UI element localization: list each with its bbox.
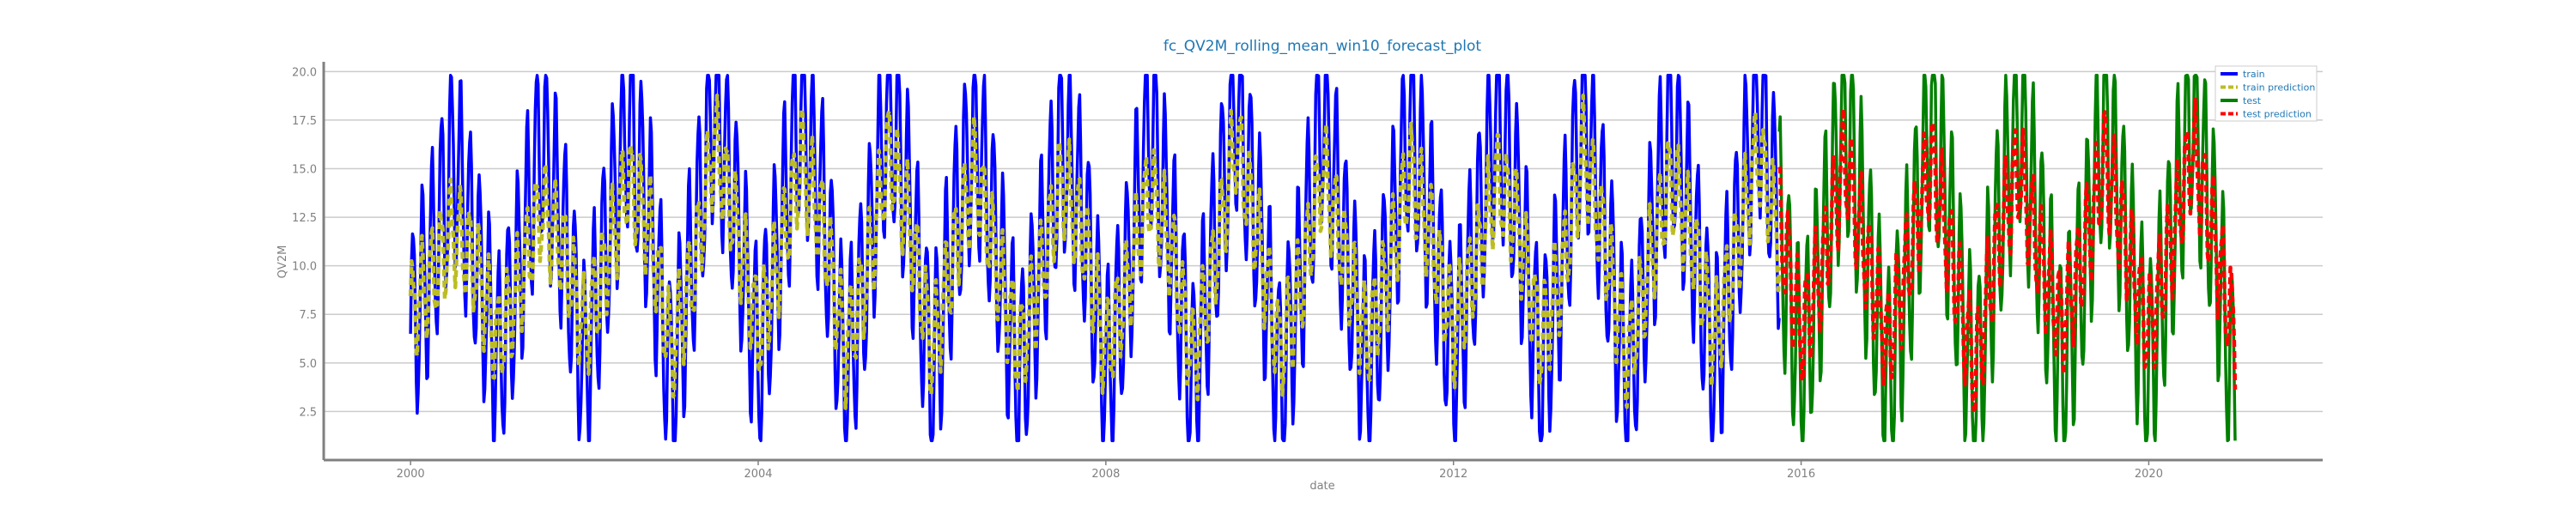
y-tick-label: 5.0: [299, 358, 317, 371]
legend-label: train prediction: [2243, 82, 2315, 94]
chart-title: fc_QV2M_rolling_mean_win10_forecast_plot: [1163, 38, 1481, 55]
x-tick-labels: 2000 2004 2008 2012 2016 2020: [397, 460, 2163, 481]
y-tick-label: 17.5: [292, 115, 317, 128]
y-tick-label: 20.0: [292, 66, 317, 79]
series-line-test-prediction: [1777, 97, 2238, 415]
x-tick-label: 2016: [1787, 468, 1815, 481]
legend-label: train: [2243, 69, 2265, 80]
x-tick-label: 2000: [397, 468, 425, 481]
series-line-train: [409, 74, 1781, 443]
x-tick-label: 2008: [1091, 468, 1120, 481]
y-tick-label: 10.0: [292, 261, 317, 274]
y-tick-label: 7.5: [299, 309, 317, 322]
x-tick-label: 2020: [2135, 468, 2163, 481]
y-tick-label: 15.0: [292, 163, 317, 176]
series-layer: [408, 74, 2238, 443]
legend-label: test: [2243, 95, 2262, 106]
series-line-test: [1777, 74, 2237, 443]
x-axis-title: date: [1309, 480, 1334, 493]
series-line-train-prediction: [408, 93, 1782, 410]
x-tick-label: 2004: [744, 468, 772, 481]
y-tick-label: 2.5: [299, 406, 317, 419]
y-axis-title: QV2M: [276, 245, 289, 279]
y-tick-label: 12.5: [292, 212, 317, 225]
legend-label: test prediction: [2243, 109, 2312, 120]
x-tick-label: 2012: [1439, 468, 1467, 481]
axes: [322, 62, 2323, 462]
y-tick-labels: 2.5 5.0 7.5 10.0 12.5 15.0 17.5 20.0: [292, 66, 317, 419]
